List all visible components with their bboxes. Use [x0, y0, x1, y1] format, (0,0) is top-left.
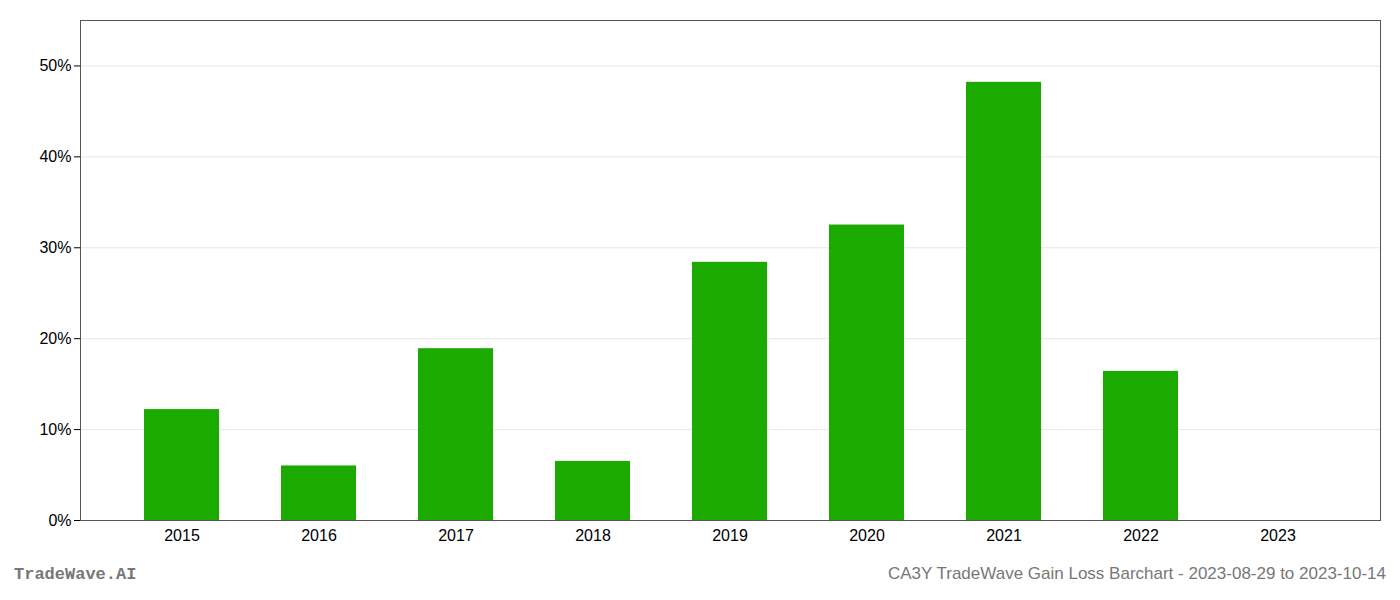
svg-text:20%: 20%: [39, 330, 71, 347]
svg-text:30%: 30%: [39, 239, 71, 256]
svg-text:2020: 2020: [849, 527, 885, 544]
svg-text:2016: 2016: [301, 527, 337, 544]
svg-text:2017: 2017: [438, 527, 474, 544]
svg-text:2023: 2023: [1260, 527, 1296, 544]
svg-text:0%: 0%: [48, 512, 71, 529]
html-text:CA3Y TradeWave Gain Loss Barch: CA3Y TradeWave Gain Loss Barchart - 2023…: [888, 564, 1386, 583]
svg-text:10%: 10%: [39, 421, 71, 438]
svg-text:2021: 2021: [986, 527, 1022, 544]
svg-text:2022: 2022: [1123, 527, 1159, 544]
html-text:TradeWave.AI: TradeWave.AI: [14, 565, 137, 584]
svg-text:50%: 50%: [39, 57, 71, 74]
svg-text:40%: 40%: [39, 148, 71, 165]
svg-text:2019: 2019: [712, 527, 748, 544]
svg-text:2018: 2018: [575, 527, 611, 544]
svg-text:2015: 2015: [164, 527, 200, 544]
